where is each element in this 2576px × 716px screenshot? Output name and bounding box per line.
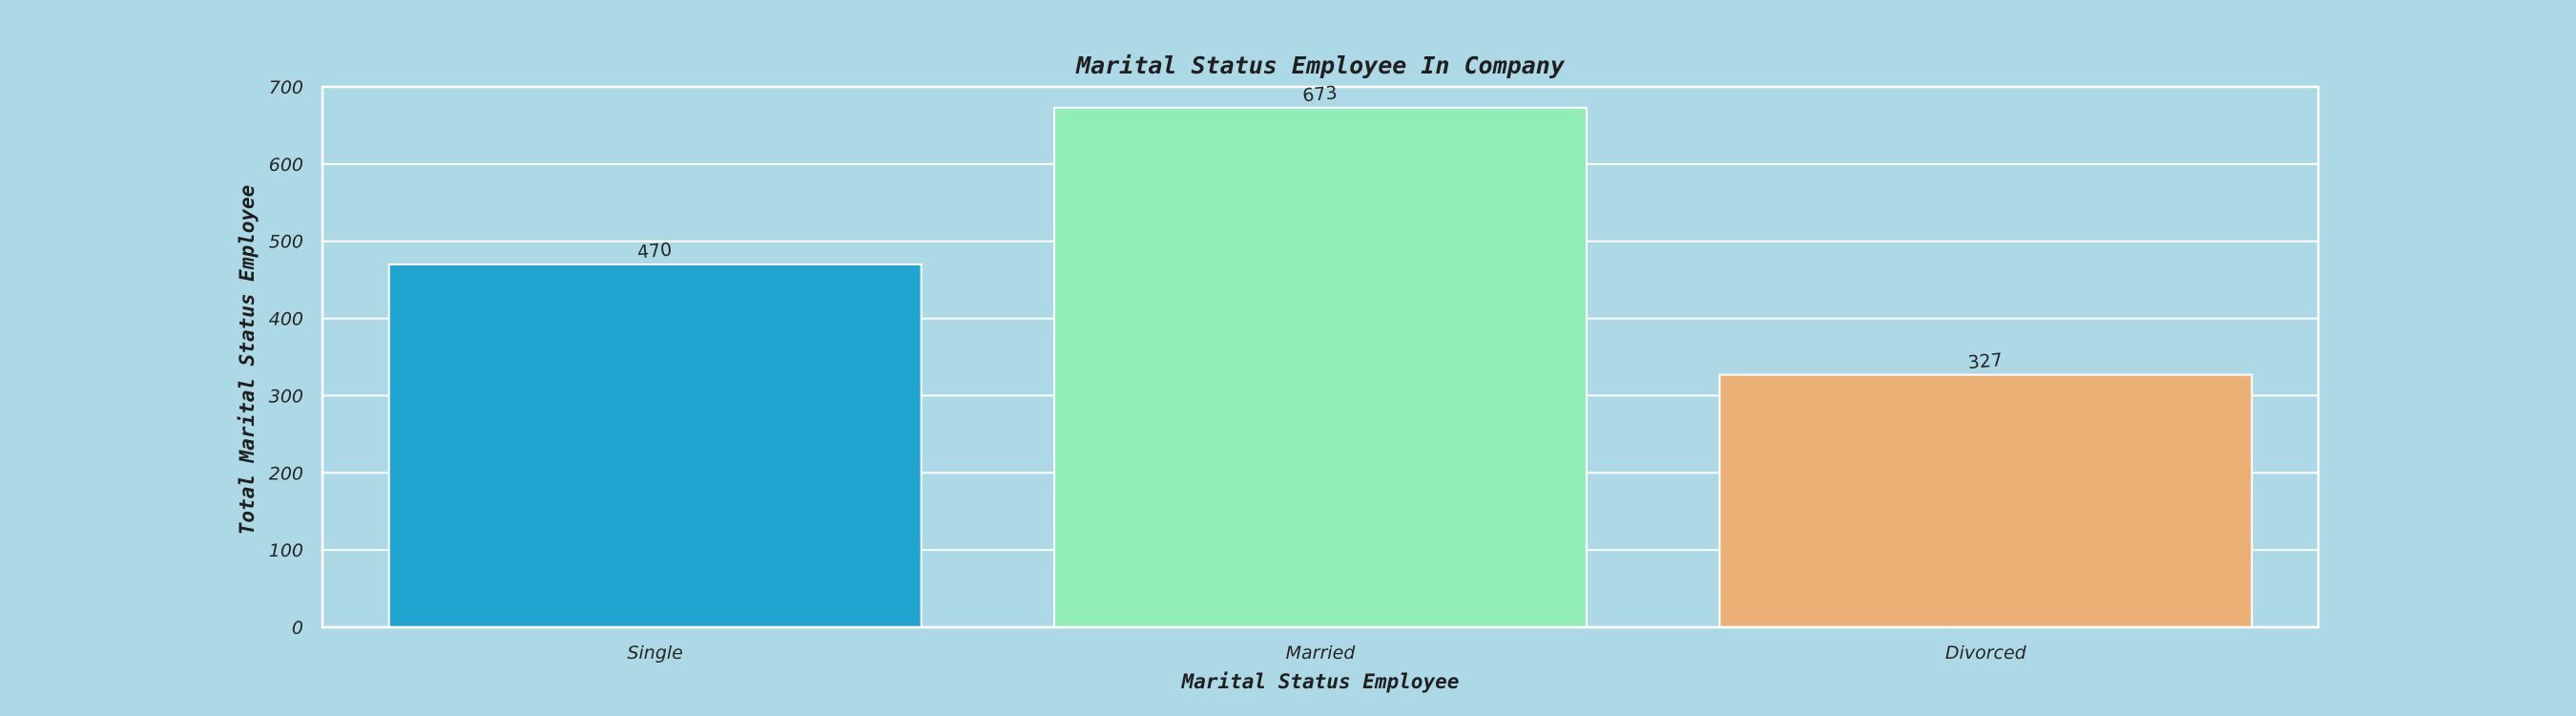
y-tick-label: 300	[269, 386, 303, 407]
data-label: 327	[1967, 349, 2004, 373]
chart-title: Marital Status Employee In Company	[1075, 52, 1566, 79]
x-tick-label: Single	[627, 642, 682, 663]
bar-divorced	[1718, 373, 2254, 628]
data-labels: 470 673 327	[636, 82, 2004, 373]
x-axis-title: Marital Status Employee	[1181, 670, 1460, 693]
bars	[387, 106, 2254, 629]
y-tick-label: 700	[269, 77, 303, 98]
x-tick-label: Divorced	[1945, 642, 2027, 663]
y-tick-label: 200	[269, 463, 303, 484]
bar-single	[387, 263, 923, 628]
x-tick-label: Married	[1286, 642, 1357, 663]
y-axis-ticks: 0 100 200 300 400 500 600 700	[269, 77, 303, 639]
y-axis-title: Total Marital Status Employee	[236, 185, 259, 536]
bar-married	[1053, 106, 1588, 629]
y-tick-label: 400	[269, 309, 303, 330]
data-label: 673	[1301, 82, 1338, 106]
y-tick-label: 500	[269, 232, 303, 253]
y-tick-label: 600	[269, 155, 303, 176]
plot-area-frame	[321, 85, 2320, 629]
x-axis-ticks: Single Married Divorced	[627, 642, 2026, 663]
y-tick-label: 100	[269, 540, 303, 561]
y-tick-label: 0	[292, 618, 303, 639]
data-label: 470	[636, 239, 673, 263]
